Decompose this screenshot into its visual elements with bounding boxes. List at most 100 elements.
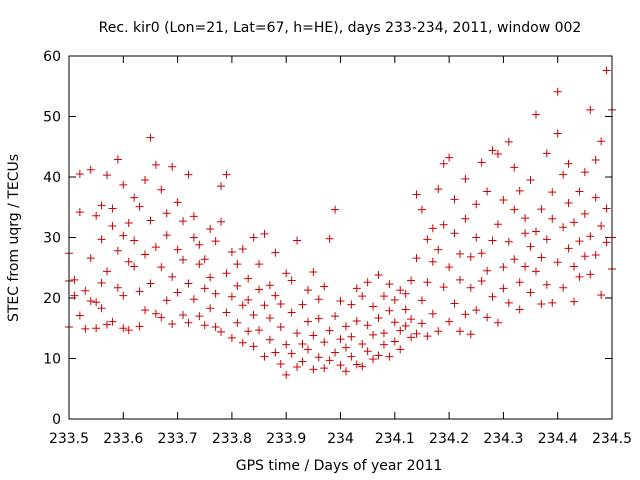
- data-point: [553, 87, 562, 96]
- data-point: [450, 299, 459, 308]
- data-point: [401, 321, 410, 330]
- data-point: [97, 304, 106, 313]
- data-point: [466, 252, 475, 261]
- data-point: [369, 302, 378, 311]
- data-point: [211, 289, 220, 298]
- data-point: [559, 170, 568, 179]
- data-point: [282, 370, 291, 379]
- data-point: [320, 338, 329, 347]
- data-point: [108, 204, 117, 213]
- x-tick-label: 233.8: [212, 431, 252, 447]
- data-point: [179, 255, 188, 264]
- data-point: [162, 231, 171, 240]
- data-point: [325, 326, 334, 335]
- x-tick-label: 233.9: [266, 431, 306, 447]
- data-point: [363, 347, 372, 356]
- data-point: [298, 339, 307, 348]
- x-tick-label: 233.6: [103, 431, 143, 447]
- data-point: [200, 255, 209, 264]
- data-point: [553, 258, 562, 267]
- data-point: [336, 335, 345, 344]
- data-point: [602, 238, 611, 247]
- data-point: [265, 281, 274, 290]
- x-tick-label: 233.5: [49, 431, 89, 447]
- data-point: [461, 214, 470, 223]
- x-tick-label: 234.2: [429, 431, 469, 447]
- data-point: [531, 227, 540, 236]
- data-point: [287, 276, 296, 285]
- data-point: [130, 262, 139, 271]
- data-point: [417, 296, 426, 305]
- data-point: [396, 286, 405, 295]
- data-point: [260, 352, 269, 361]
- x-axis-label: GPS time / Days of year 2011: [236, 458, 443, 474]
- y-tick-label: 30: [43, 231, 61, 247]
- data-point: [423, 235, 432, 244]
- data-point: [358, 292, 367, 301]
- data-point: [407, 276, 416, 285]
- data-point: [271, 248, 280, 257]
- data-point: [179, 217, 188, 226]
- data-point: [352, 316, 361, 325]
- data-point: [586, 105, 595, 114]
- data-point: [151, 160, 160, 169]
- data-point: [602, 204, 611, 213]
- data-point: [108, 222, 117, 231]
- x-tick-label: 234.3: [483, 431, 523, 447]
- data-point: [75, 169, 84, 178]
- data-points: [65, 66, 616, 379]
- data-point: [276, 359, 285, 368]
- data-point: [499, 263, 508, 272]
- data-point: [569, 297, 578, 306]
- data-point: [113, 283, 122, 292]
- data-point: [70, 275, 79, 284]
- data-point: [537, 300, 546, 309]
- data-point: [124, 218, 133, 227]
- data-point: [276, 300, 285, 309]
- data-point: [287, 349, 296, 358]
- data-point: [455, 249, 464, 258]
- data-point: [244, 327, 253, 336]
- data-point: [255, 326, 264, 335]
- data-point: [515, 305, 524, 314]
- x-tick-label: 233.7: [158, 431, 198, 447]
- data-point: [217, 327, 226, 336]
- data-point: [119, 324, 128, 333]
- data-point: [206, 225, 215, 234]
- data-point: [499, 284, 508, 293]
- data-point: [276, 323, 285, 332]
- data-point: [75, 311, 84, 320]
- data-point: [86, 254, 95, 263]
- data-point: [70, 291, 79, 300]
- data-point: [238, 244, 247, 253]
- data-point: [542, 235, 551, 244]
- data-point: [119, 231, 128, 240]
- data-point: [477, 249, 486, 258]
- axis-ticks: 0 10 20 30 40 50 60 233.5 233.6 233.7 233.8 233.9 23…: [43, 49, 632, 447]
- data-point: [455, 327, 464, 336]
- data-point: [314, 314, 323, 323]
- data-point: [217, 182, 226, 191]
- data-point: [493, 318, 502, 327]
- data-point: [461, 174, 470, 183]
- x-tick-label: 234: [327, 431, 354, 447]
- data-point: [271, 291, 280, 300]
- data-point: [575, 187, 584, 196]
- data-point: [293, 329, 302, 338]
- data-point: [189, 233, 198, 242]
- data-point: [135, 202, 144, 211]
- data-point: [548, 214, 557, 223]
- x-tick-label: 234.4: [538, 431, 578, 447]
- data-point: [309, 267, 318, 276]
- data-point: [222, 170, 231, 179]
- data-point: [108, 317, 117, 326]
- data-point: [233, 281, 242, 290]
- data-point: [157, 185, 166, 194]
- y-tick-label: 60: [43, 49, 61, 65]
- data-point: [510, 205, 519, 214]
- data-point: [249, 233, 258, 242]
- data-point: [412, 329, 421, 338]
- data-point: [521, 214, 530, 223]
- data-point: [217, 217, 226, 226]
- data-point: [483, 266, 492, 275]
